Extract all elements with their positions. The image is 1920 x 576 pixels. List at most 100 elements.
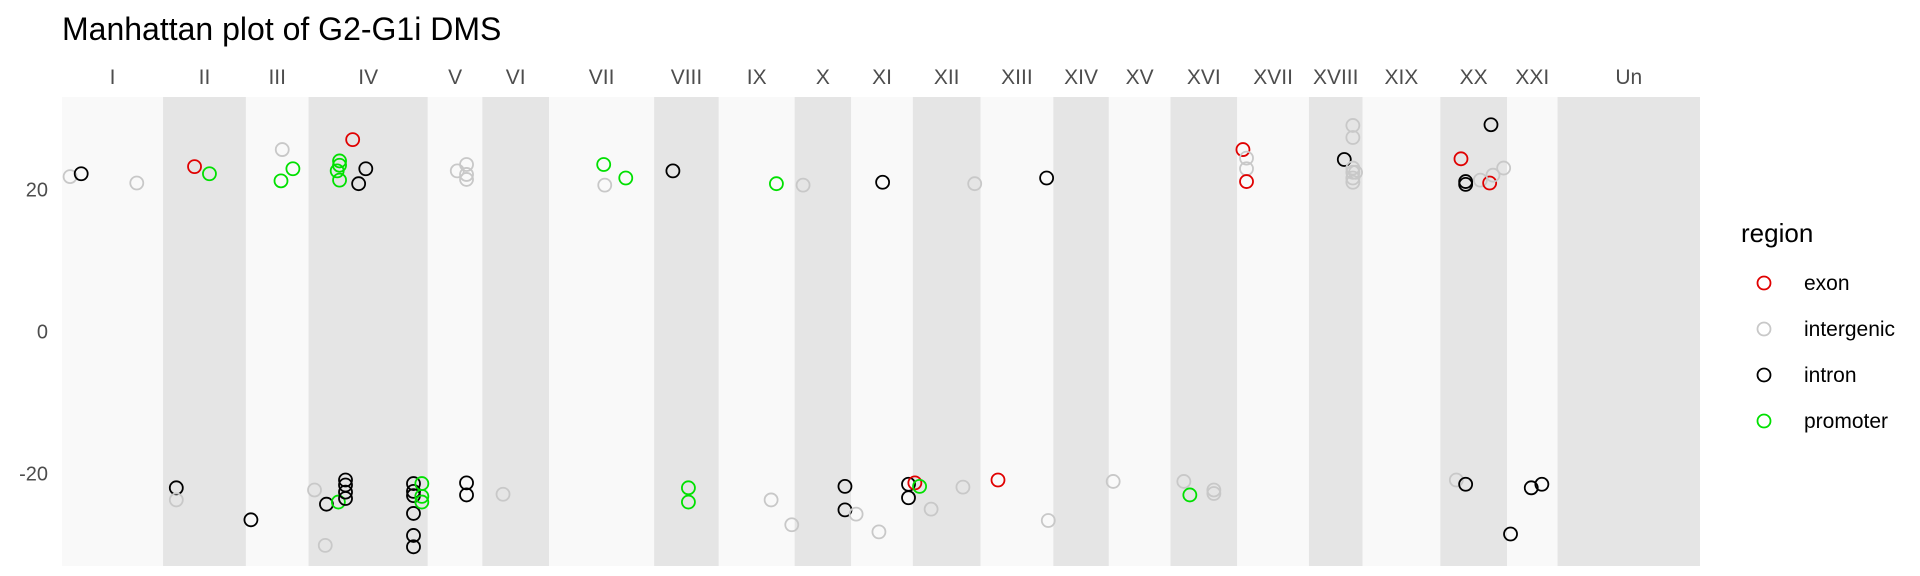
point-intergenic — [1239, 150, 1254, 166]
point-intergenic — [955, 479, 971, 495]
panel-bg-un — [1557, 97, 1700, 566]
point-intergenic — [784, 517, 800, 533]
panel-bg-xvii — [1237, 97, 1309, 566]
point-promoter — [681, 494, 696, 510]
point-intergenic — [1345, 174, 1361, 190]
point-intergenic — [1448, 472, 1464, 488]
point-intergenic — [1040, 513, 1056, 528]
strip-label-viii: VIII — [671, 66, 703, 89]
point-intron — [459, 487, 474, 503]
point-exon — [1453, 151, 1469, 167]
point-intergenic — [274, 142, 290, 157]
strip-label-iii: III — [268, 66, 286, 89]
point-promoter — [681, 480, 696, 496]
point-intergenic — [1485, 167, 1501, 183]
point-intron — [1039, 170, 1055, 186]
point-intron — [406, 476, 421, 491]
panel-bg-xiii — [980, 97, 1054, 566]
point-intron — [338, 484, 353, 500]
legend-label-promoter: promoter — [1804, 410, 1888, 433]
point-intron — [1458, 177, 1474, 192]
point-intergenic — [168, 492, 184, 508]
panel-bg-ii — [163, 97, 246, 566]
point-intergenic — [967, 176, 983, 192]
strip-label-i: I — [110, 66, 116, 89]
point-intron — [406, 483, 421, 499]
point-promoter — [1182, 487, 1198, 503]
strip-label-un: Un — [1615, 66, 1642, 89]
point-intron — [406, 528, 421, 543]
point-intron — [338, 491, 353, 506]
point-promoter — [332, 153, 347, 169]
panel-bg-xviii — [1308, 97, 1363, 566]
strip-label-ii: II — [199, 66, 211, 89]
point-intergenic — [307, 482, 322, 498]
point-intergenic — [795, 177, 811, 193]
point-exon — [1239, 174, 1254, 189]
point-intergenic — [1472, 172, 1488, 188]
point-promoter — [912, 479, 928, 494]
point-intron — [73, 166, 89, 182]
point-intergenic — [1348, 164, 1363, 180]
point-intron — [1336, 152, 1352, 167]
legend-title: region — [1741, 218, 1813, 248]
point-intergenic — [848, 506, 864, 522]
panel-bg-i — [62, 97, 164, 566]
strip-label-xx: XX — [1460, 66, 1488, 89]
legend-key-intron — [1756, 367, 1772, 383]
panel-bg-vii — [549, 97, 655, 566]
point-intron — [837, 479, 853, 494]
strip-label-xii: XII — [934, 66, 960, 89]
point-intergenic — [459, 167, 474, 182]
strip-label-xi: XI — [872, 66, 892, 89]
point-intron — [168, 480, 184, 496]
point-promoter — [329, 163, 345, 179]
strip-label-xv: XV — [1126, 66, 1154, 89]
panel-bg-ix — [718, 97, 795, 566]
point-intergenic — [1206, 486, 1222, 501]
point-promoter — [414, 494, 430, 510]
strip-label-xvii: XVII — [1253, 66, 1293, 89]
legend-key-promoter — [1756, 413, 1772, 429]
point-intergenic — [459, 172, 474, 187]
point-promoter — [769, 176, 784, 192]
point-intron — [338, 472, 353, 488]
point-intron — [243, 512, 259, 528]
point-intron — [406, 506, 421, 521]
panel-bg-xii — [912, 97, 981, 566]
panel-bg-xv — [1108, 97, 1171, 566]
data-points — [62, 117, 1550, 555]
panel-bg-iv — [308, 97, 428, 566]
point-exon — [1482, 175, 1498, 191]
strip-label-xviii: XVIII — [1313, 66, 1359, 89]
point-intron — [1503, 526, 1518, 542]
panel-bg-xvi — [1170, 97, 1238, 566]
legend-key-exon — [1756, 275, 1772, 291]
point-intron — [1458, 476, 1474, 492]
point-promoter — [202, 166, 217, 182]
legend-label-exon: exon — [1804, 272, 1850, 295]
point-promoter — [596, 157, 612, 172]
point-promoter — [330, 494, 346, 510]
point-exon — [990, 472, 1006, 488]
point-intergenic — [1345, 130, 1361, 145]
strip-label-x: X — [816, 66, 830, 89]
strip-label-xix: XIX — [1384, 66, 1418, 89]
strip-label-v: V — [448, 66, 462, 89]
y-tick-label: -20 — [19, 464, 48, 486]
point-promoter — [414, 488, 430, 504]
point-exon — [187, 159, 202, 175]
y-axis: -20 0 20 — [19, 179, 48, 485]
point-intergenic — [317, 537, 333, 553]
point-intron — [1523, 480, 1539, 496]
strip-label-xiv: XIV — [1064, 66, 1098, 89]
panel-bg-viii — [654, 97, 719, 566]
point-promoter — [285, 161, 301, 177]
legend-label-intergenic: intergenic — [1804, 318, 1895, 341]
point-promoter — [618, 170, 634, 186]
point-intron — [1534, 476, 1550, 492]
point-intergenic — [495, 486, 511, 502]
point-intergenic — [1176, 474, 1192, 489]
panel-bg-xi — [851, 97, 913, 566]
